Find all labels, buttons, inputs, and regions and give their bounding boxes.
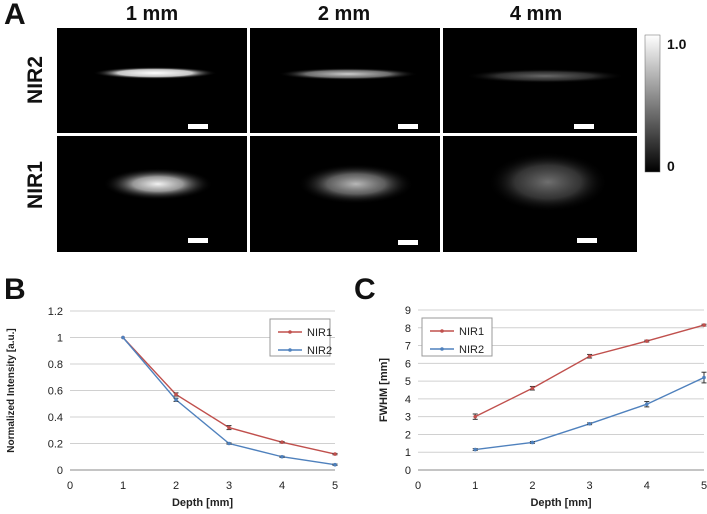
scale-bar [577, 238, 597, 243]
x-tick-label: 2 [529, 480, 535, 492]
legend-marker [288, 348, 292, 352]
image-nir2-2mm [250, 28, 440, 133]
image-nir2-1mm [57, 28, 247, 133]
chart-fwhm: 0 1 2 3 4 5 6 7 8 9 0 1 2 3 4 5 Depth [mm] FWHM [mm] NIR1 N… [378, 305, 707, 509]
data-point [645, 402, 649, 407]
y-tick-label: 1 [405, 447, 411, 459]
image-nir2-4mm [443, 28, 637, 133]
data-point [530, 440, 535, 445]
data-point [227, 425, 231, 430]
data-point [473, 414, 477, 419]
panel-label-c: C [354, 273, 376, 306]
chart-normalized-intensity: 0 0.2 0.4 0.6 0.8 1 1.2 0 1 2 3 4 5 Depth [mm] Normali… [6, 306, 338, 509]
y-axis-label: Normalized Intensity [a.u.] [6, 328, 17, 452]
legend-marker [440, 347, 444, 351]
data-point [174, 397, 178, 402]
y-tick-label: 1.2 [48, 306, 63, 318]
scale-bar [398, 124, 418, 129]
scale-bar [188, 124, 208, 129]
data-point [645, 339, 649, 343]
fluorescence-image-grid [57, 28, 661, 252]
data-point [121, 335, 125, 340]
image-nir1-4mm [443, 136, 637, 252]
x-tick-label: 0 [67, 480, 73, 492]
colorbar-max-label: 1.0 [667, 36, 687, 52]
scale-bar [398, 240, 418, 245]
legend-marker [440, 329, 444, 333]
data-point [280, 454, 284, 459]
colorbar [644, 34, 661, 173]
image-nir1-2mm [250, 136, 440, 252]
x-tick-label: 4 [644, 480, 650, 492]
y-tick-label: 3 [405, 412, 411, 424]
data-point [587, 421, 592, 426]
data-point [702, 375, 706, 380]
legend-label: NIR2 [459, 344, 484, 356]
x-axis-label: Depth [mm] [530, 497, 591, 509]
legend-marker [288, 330, 292, 334]
colorbar-min-label: 0 [667, 158, 675, 174]
y-tick-label: 1 [57, 333, 63, 345]
y-tick-label: 0.8 [48, 359, 63, 371]
y-axis-label: FWHM [mm] [378, 358, 390, 422]
series-line-nir2 [122, 337, 336, 466]
y-tick-label: 4 [405, 394, 411, 406]
y-tick-label: 6 [405, 358, 411, 370]
x-tick-label: 3 [226, 480, 232, 492]
y-tick-label: 0.2 [48, 439, 63, 451]
y-tick-label: 0.6 [48, 386, 63, 398]
data-point [702, 323, 706, 327]
column-label-4mm: 4 mm [509, 3, 563, 25]
x-tick-label: 4 [279, 480, 285, 492]
column-label-2mm: 2 mm [317, 3, 371, 25]
x-tick-label: 1 [120, 480, 126, 492]
legend-label: NIR1 [459, 326, 484, 338]
data-point [587, 354, 592, 359]
image-nir1-1mm [57, 136, 247, 252]
data-point [333, 462, 337, 467]
data-point [473, 447, 477, 452]
x-tick-label: 5 [332, 480, 338, 492]
y-tick-label: 0 [57, 465, 63, 477]
y-tick-label: 9 [405, 305, 411, 317]
x-tick-label: 5 [701, 480, 707, 492]
panel-label-b: B [4, 273, 26, 306]
y-tick-label: 7 [405, 341, 411, 353]
series-line-nir2 [475, 376, 705, 451]
x-tick-label: 2 [173, 480, 179, 492]
series-line-nir1 [474, 324, 705, 418]
data-point [227, 441, 231, 446]
panel-label-a: A [4, 0, 26, 31]
data-point [333, 452, 337, 456]
legend-label: NIR1 [307, 327, 332, 339]
data-point [174, 392, 178, 397]
scale-bar [188, 238, 208, 243]
y-tick-label: 5 [405, 376, 411, 388]
column-label-1mm: 1 mm [125, 3, 179, 25]
y-tick-label: 8 [405, 323, 411, 335]
x-tick-label: 1 [472, 480, 478, 492]
y-tick-label: 2 [405, 429, 411, 441]
legend-label: NIR2 [307, 345, 332, 357]
scale-bar [574, 124, 594, 129]
data-point [280, 440, 284, 444]
x-tick-label: 0 [415, 480, 421, 492]
data-point [530, 386, 535, 391]
x-axis-label: Depth [mm] [172, 497, 233, 509]
y-tick-label: 0.4 [48, 412, 63, 424]
x-tick-label: 3 [587, 480, 593, 492]
y-tick-label: 0 [405, 465, 411, 477]
